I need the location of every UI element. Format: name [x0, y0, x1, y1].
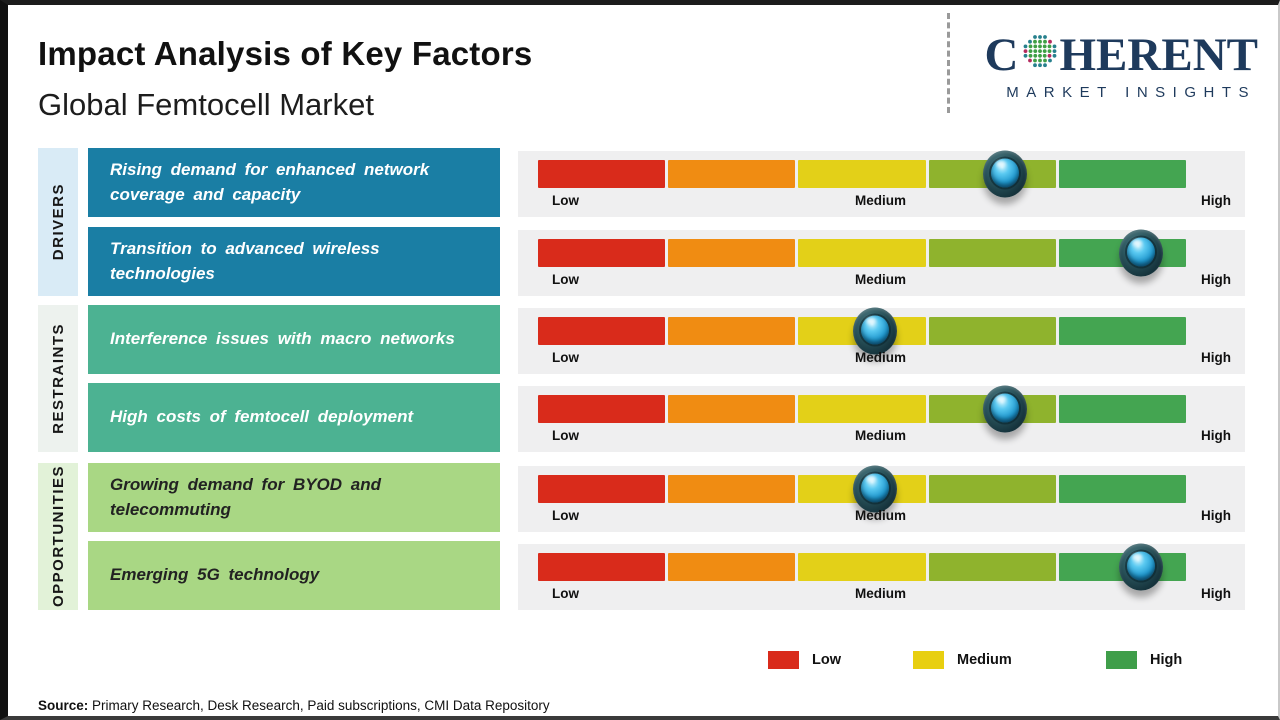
scale-label-medium: Medium — [855, 193, 907, 208]
legend-swatch-medium — [913, 651, 944, 669]
legend-label-medium: Medium — [957, 652, 1012, 668]
factor-label: Interference issues with macro networks — [110, 329, 455, 349]
impact-marker — [1118, 229, 1163, 277]
impact-scale-bar — [538, 395, 1187, 423]
impact-marker — [1118, 543, 1163, 591]
impact-marker — [852, 307, 897, 355]
impact-scale-panel: Low Medium High — [518, 229, 1245, 296]
scale-labels: Low Medium High — [518, 350, 1245, 367]
logo-tagline: MARKET INSIGHTS — [1006, 84, 1256, 101]
scale-label-high: High — [1201, 193, 1231, 208]
factor-box: Interference issues with macro networks — [88, 305, 500, 374]
scale-label-high: High — [1201, 586, 1231, 601]
impact-row: Rising demand for enhanced network cover… — [8, 148, 1280, 217]
impact-scale-bar — [538, 239, 1187, 267]
scale-label-high: High — [1201, 508, 1231, 523]
factor-box: Emerging 5G technology — [88, 541, 500, 610]
factor-label: Growing demand for BYOD and telecommutin… — [110, 474, 382, 519]
legend-label-low: Low — [812, 652, 841, 668]
factor-box: Transition to advanced wireless technolo… — [88, 227, 500, 296]
impact-scale-bar — [538, 317, 1187, 345]
impact-row: High costs of femtocell deployment Low M… — [8, 383, 1280, 452]
category-strip-drivers: DRIVERS — [38, 148, 78, 296]
legend-item-medium: Medium — [913, 650, 1012, 670]
header-divider — [947, 13, 950, 113]
impact-marker — [982, 150, 1027, 198]
impact-row: Emerging 5G technology Low Medium High — [8, 541, 1280, 610]
factor-box: Rising demand for enhanced network cover… — [88, 148, 500, 217]
factor-label: Emerging 5G technology — [110, 565, 320, 585]
source-text: Primary Research, Desk Research, Paid su… — [88, 698, 550, 713]
impact-scale-bar — [538, 160, 1187, 188]
impact-scale-panel: Low Medium High — [518, 307, 1245, 374]
logo-wordmark: HERENT — [1059, 29, 1259, 81]
impact-scale-panel: Low Medium High — [518, 465, 1245, 532]
scale-label-high: High — [1201, 428, 1231, 443]
scale-label-medium: Medium — [855, 272, 907, 287]
category-strip-restraints: RESTRAINTS — [38, 305, 78, 452]
coherent-logo: C HERENT MARKET INSIGHTS — [958, 29, 1259, 102]
scale-labels: Low Medium High — [518, 508, 1245, 525]
scale-labels: Low Medium High — [518, 586, 1245, 603]
scale-label-low: Low — [552, 508, 579, 523]
scale-label-medium: Medium — [855, 350, 907, 365]
impact-row: Interference issues with macro networks … — [8, 305, 1280, 374]
scale-label-low: Low — [552, 272, 579, 287]
factor-box: Growing demand for BYOD and telecommutin… — [88, 463, 500, 532]
scale-labels: Low Medium High — [518, 193, 1245, 210]
factor-label: Transition to advanced wireless technolo… — [110, 238, 380, 283]
scale-labels: Low Medium High — [518, 428, 1245, 445]
scale-label-low: Low — [552, 193, 579, 208]
factor-box: High costs of femtocell deployment — [88, 383, 500, 452]
page-title: Impact Analysis of Key Factors — [38, 35, 533, 72]
scale-label-high: High — [1201, 350, 1231, 365]
page-subtitle: Global Femtocell Market — [38, 87, 374, 122]
impact-row: Transition to advanced wireless technolo… — [8, 227, 1280, 296]
legend-item-high: High — [1106, 650, 1182, 670]
source-prefix: Source: — [38, 698, 89, 713]
source-note: Source: Primary Research, Desk Research,… — [38, 698, 550, 713]
scale-labels: Low Medium High — [518, 272, 1245, 289]
scale-label-medium: Medium — [855, 508, 907, 523]
impact-scale-panel: Low Medium High — [518, 150, 1245, 217]
legend-item-low: Low — [768, 650, 841, 670]
impact-scale-bar — [538, 553, 1187, 581]
scale-label-low: Low — [552, 428, 579, 443]
logo-letter-c: C — [984, 29, 1019, 81]
impact-marker — [852, 465, 897, 513]
category-strip-opportunities: OPPORTUNITIES — [38, 463, 78, 610]
factor-label: Rising demand for enhanced network cover… — [110, 159, 430, 204]
factor-label: High costs of femtocell deployment — [110, 407, 414, 427]
scale-label-medium: Medium — [855, 428, 907, 443]
scale-label-medium: Medium — [855, 586, 907, 601]
impact-row: Growing demand for BYOD and telecommutin… — [8, 463, 1280, 532]
legend-swatch-high — [1106, 651, 1137, 669]
impact-scale-panel: Low Medium High — [518, 385, 1245, 452]
impact-scale-panel: Low Medium High — [518, 543, 1245, 610]
impact-marker — [982, 385, 1027, 433]
globe-dots-icon — [1021, 31, 1059, 80]
scale-label-high: High — [1201, 272, 1231, 287]
legend-label-high: High — [1150, 652, 1183, 668]
scale-label-low: Low — [552, 586, 579, 601]
scale-label-low: Low — [552, 350, 579, 365]
impact-scale-bar — [538, 475, 1187, 503]
legend-swatch-low — [768, 651, 799, 669]
